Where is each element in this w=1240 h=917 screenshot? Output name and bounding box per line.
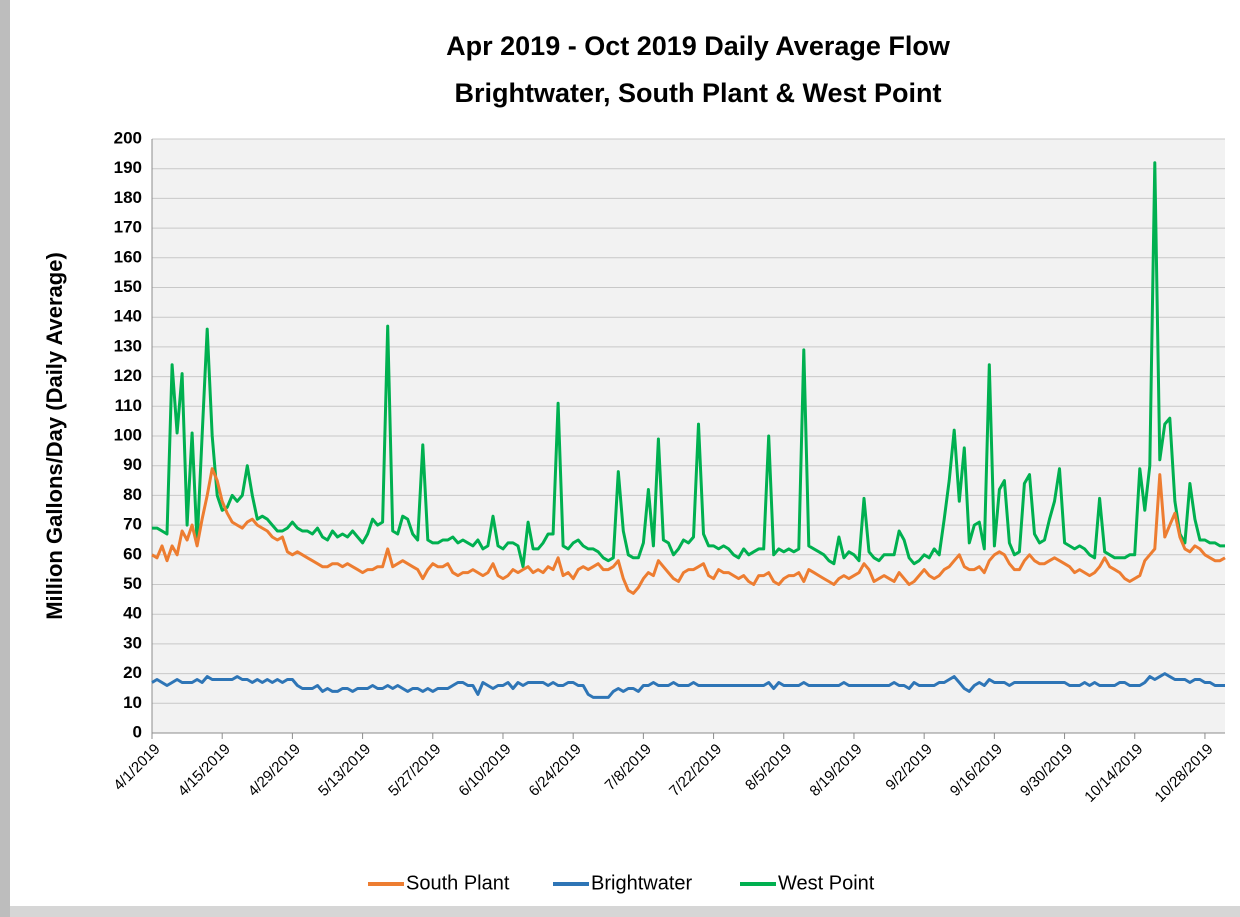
y-tick-label: 110 — [115, 396, 142, 415]
frame-shadow — [0, 0, 10, 917]
y-tick-label: 120 — [114, 366, 142, 385]
y-tick-label: 180 — [114, 188, 142, 207]
y-tick-label: 0 — [133, 722, 142, 741]
series-line — [151, 672, 1225, 699]
y-tick-label: 140 — [114, 307, 142, 326]
frame-shadow — [10, 906, 1240, 917]
y-tick-label: 60 — [123, 544, 142, 563]
y-tick-label: 10 — [123, 693, 142, 712]
y-tick-label: 160 — [114, 247, 142, 266]
y-tick-label: 20 — [123, 663, 142, 682]
series-line — [151, 467, 1226, 595]
y-tick-label: 80 — [123, 485, 142, 504]
y-tick-label: 50 — [123, 574, 142, 593]
y-tick-label: 70 — [123, 515, 142, 534]
y-tick-label: 30 — [123, 633, 142, 652]
legend-label: South Plant — [406, 872, 510, 894]
y-axis-label: Million Gallons/Day (Daily Average) — [42, 252, 67, 620]
legend-label: West Point — [778, 872, 875, 894]
y-tick-label: 170 — [114, 218, 142, 237]
y-tick-label: 150 — [114, 277, 142, 296]
y-tick-label: 130 — [114, 336, 142, 355]
chart-title: Apr 2019 - Oct 2019 Daily Average Flow — [446, 31, 951, 61]
y-tick-label: 40 — [123, 604, 142, 623]
y-tick-label: 90 — [123, 455, 142, 474]
y-tick-label: 200 — [114, 128, 142, 147]
y-tick-label: 190 — [114, 158, 142, 177]
chart-subtitle: Brightwater, South Plant & West Point — [454, 78, 941, 108]
legend-label: Brightwater — [591, 872, 692, 894]
series-line — [152, 161, 1225, 569]
y-tick-label: 100 — [114, 425, 142, 444]
